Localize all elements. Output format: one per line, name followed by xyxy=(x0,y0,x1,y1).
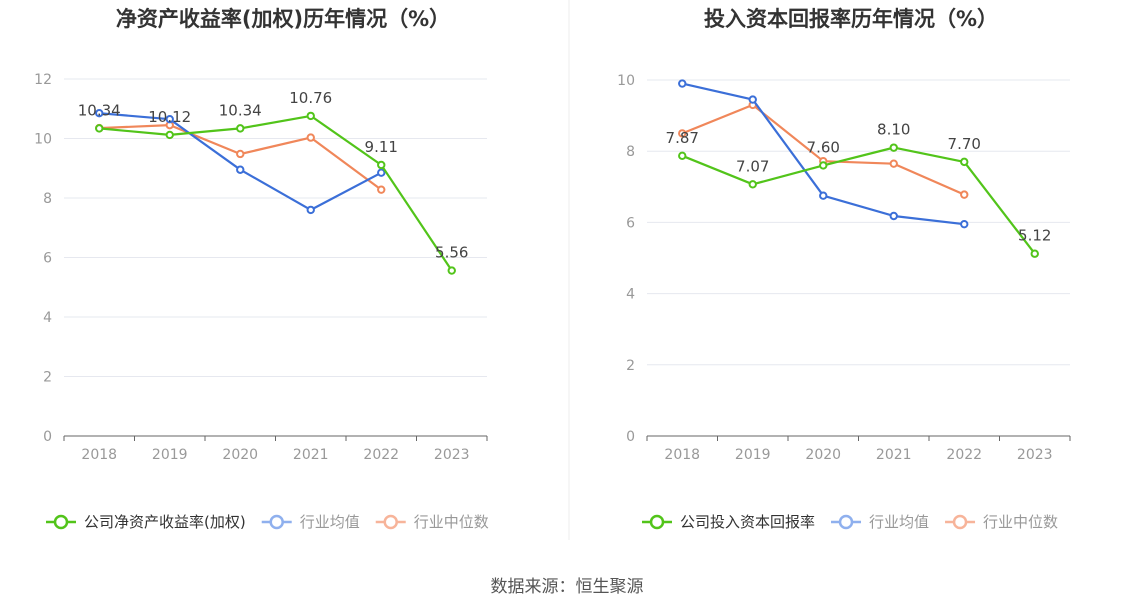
y-tick-label: 6 xyxy=(626,215,635,231)
roic-chart-panel: 投入资本回报率历年情况（%） 0 2 4 6 8 10 2018 2019 2020 2021 202… xyxy=(617,7,1071,531)
data-point-company xyxy=(819,161,828,170)
data-point-company xyxy=(165,130,174,140)
data-point-company xyxy=(960,157,969,167)
legend-marker xyxy=(269,514,284,530)
data-label: 8.10 xyxy=(877,121,910,139)
legend-marker xyxy=(383,514,398,530)
data-point-company xyxy=(236,124,245,133)
data-label: 7.70 xyxy=(948,135,981,153)
x-tick-label: 2022 xyxy=(946,447,982,463)
data-point-company xyxy=(1030,249,1039,258)
x-tick-label: 2019 xyxy=(152,447,188,463)
legend-label: 行业均值 xyxy=(300,513,360,531)
legend-marker xyxy=(649,514,665,530)
series-company xyxy=(95,111,456,275)
legend-label: 行业中位数 xyxy=(414,513,489,531)
data-point-company xyxy=(748,180,757,189)
y-tick-label: 2 xyxy=(626,358,635,374)
series-industry_avg xyxy=(95,109,386,215)
legend-marker xyxy=(53,514,69,530)
legend-item-company: 公司投入资本回报率 xyxy=(642,513,815,531)
data-point-industry_avg xyxy=(819,191,828,200)
data-point-industry_avg xyxy=(377,168,386,177)
data-label: 7.60 xyxy=(807,138,840,156)
legend-marker xyxy=(952,514,968,530)
series-line-company xyxy=(99,114,453,272)
series-line-company xyxy=(681,146,1036,255)
data-point-company xyxy=(447,266,456,275)
y-tick-label: 8 xyxy=(43,191,52,207)
legend-item-industry_median: 行业中位数 xyxy=(375,513,489,531)
data-point-industry_avg xyxy=(95,109,104,118)
y-tick-label: 6 xyxy=(43,251,52,267)
x-tick-label: 2018 xyxy=(81,447,117,463)
data-point-industry_avg xyxy=(960,219,969,229)
x-tick-label: 2020 xyxy=(805,447,841,463)
y-tick-label: 0 xyxy=(43,429,52,445)
x-tick-label: 2018 xyxy=(664,447,700,463)
y-tick-label: 12 xyxy=(34,72,52,88)
y-tick-label: 2 xyxy=(43,370,52,386)
x-tick-label: 2023 xyxy=(1017,447,1053,463)
data-point-industry_median xyxy=(306,133,315,142)
x-tick-label: 2023 xyxy=(434,447,470,463)
data-label: 5.56 xyxy=(435,244,468,262)
legend-item-industry_avg: 行业均值 xyxy=(831,513,929,531)
x-tick-label: 2021 xyxy=(876,447,912,463)
x-tick-label: 2021 xyxy=(293,447,329,463)
data-point-company xyxy=(306,111,315,121)
data-point-industry_median xyxy=(377,185,386,194)
y-tick-label: 0 xyxy=(626,429,635,445)
y-tick-label: 4 xyxy=(626,287,635,303)
data-point-industry_avg xyxy=(306,205,315,215)
legend-marker xyxy=(838,514,854,530)
data-point-company xyxy=(377,160,386,170)
series-industry_median xyxy=(678,100,969,199)
source-label: 数据来源：恒生聚源 xyxy=(491,577,644,597)
data-label: 10.34 xyxy=(78,101,121,119)
legend-label: 公司净资产收益率(加权) xyxy=(84,513,246,531)
data-label: 10.12 xyxy=(148,108,191,126)
legend-item-industry_avg: 行业均值 xyxy=(261,513,360,531)
legend-item-industry_median: 行业中位数 xyxy=(945,513,1058,531)
data-label: 10.76 xyxy=(289,89,332,107)
data-point-industry_avg xyxy=(165,114,174,124)
data-point-industry_avg xyxy=(889,211,898,221)
y-tick-label: 8 xyxy=(626,144,635,160)
data-point-industry_avg xyxy=(748,95,757,104)
roe-chart-panel: 净资产收益率(加权)历年情况（%） 0 2 4 6 8 10 12 2018 2019 2020 20… xyxy=(34,7,489,531)
data-label: 5.12 xyxy=(1018,227,1051,245)
chart-title: 净资产收益率(加权)历年情况（%） xyxy=(116,7,450,31)
data-label: 9.11 xyxy=(365,138,398,156)
y-tick-label: 4 xyxy=(43,310,52,326)
chart-title: 投入资本回报率历年情况（%） xyxy=(704,7,998,31)
x-tick-label: 2020 xyxy=(222,447,258,463)
data-point-company xyxy=(889,143,898,152)
data-point-industry_median xyxy=(960,190,969,199)
series-company xyxy=(678,143,1039,258)
legend-label: 行业均值 xyxy=(869,513,929,531)
data-point-industry_avg xyxy=(678,79,687,88)
data-point-industry_median xyxy=(236,149,245,159)
y-tick-label: 10 xyxy=(617,73,635,89)
legend-item-company: 公司净资产收益率(加权) xyxy=(46,513,246,531)
data-label: 7.87 xyxy=(666,129,699,147)
data-point-company xyxy=(678,151,687,161)
legend-label: 公司投入资本回报率 xyxy=(680,513,815,531)
data-point-industry_avg xyxy=(236,165,245,174)
data-label: 10.34 xyxy=(219,101,262,119)
legend-label: 行业中位数 xyxy=(983,513,1058,531)
series-industry_avg xyxy=(678,79,969,229)
data-label: 7.07 xyxy=(736,157,769,175)
data-point-company xyxy=(95,124,104,133)
x-tick-label: 2022 xyxy=(363,447,399,463)
data-point-industry_median xyxy=(889,159,898,168)
x-tick-label: 2019 xyxy=(735,447,771,463)
y-tick-label: 10 xyxy=(34,132,52,148)
data-point-industry_median xyxy=(678,129,687,138)
